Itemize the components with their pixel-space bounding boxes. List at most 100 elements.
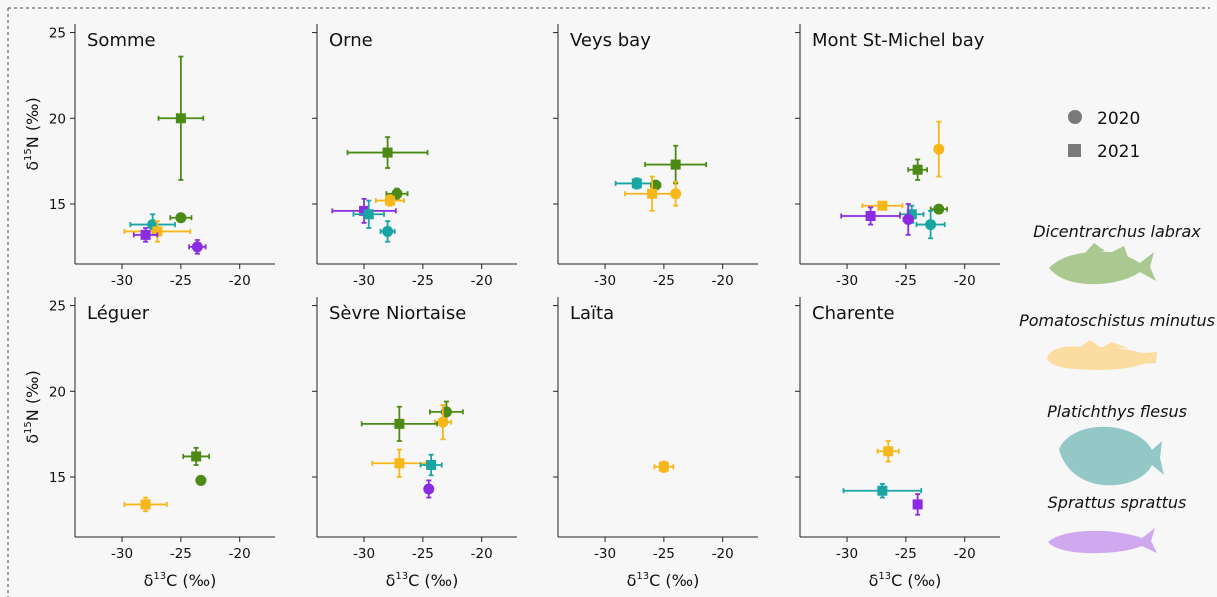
species-label: Dicentrarchus labrax [1033, 222, 1201, 241]
x-axis-label-superscript: 13 [153, 571, 166, 582]
data-point-pomatoschistus-2021 [123, 496, 168, 513]
fish-silhouette-seabass-icon [1049, 243, 1156, 285]
marker-square [912, 164, 923, 175]
data-point-pomatoschistus-2020 [933, 120, 945, 178]
marker-square [191, 451, 202, 462]
marker-square [877, 200, 888, 211]
fish-body [1059, 426, 1164, 486]
marker-square [175, 113, 186, 124]
marker-square [363, 209, 374, 220]
legend-label-2021: 2021 [1097, 142, 1140, 162]
panel-title: Veys bay [570, 30, 651, 51]
x-tick-label: -30 [594, 273, 616, 289]
x-axis-label: δ13C (‰) [627, 571, 700, 590]
x-tick-label: -20 [229, 546, 251, 562]
marker-circle [382, 225, 394, 237]
data-point-sprattus-2020 [902, 203, 914, 236]
data-point-sprattus-2020 [188, 239, 207, 255]
data-point-dicentrarchus-2021 [182, 446, 211, 466]
marker-circle [933, 143, 945, 155]
data-point-platichthys-2020 [379, 220, 396, 243]
x-tick-label: -25 [653, 273, 675, 289]
marker-circle [195, 474, 207, 486]
data-point-dicentrarchus-2021 [644, 144, 708, 185]
x-tick-label: -25 [895, 546, 917, 562]
data-point-pomatoschistus-2021 [374, 194, 405, 207]
species-label: Pomatoschistus minutus [1019, 311, 1215, 330]
marker-square [140, 229, 151, 240]
data-point-pomatoschistus-2021 [371, 448, 428, 478]
x-tick-label: -20 [471, 546, 493, 562]
data-point-pomatoschistus-2020 [670, 180, 682, 207]
fish-silhouette-flounder-icon [1059, 426, 1164, 486]
data-point-sprattus-2020 [423, 479, 435, 499]
marker-square [670, 159, 681, 170]
marker-circle [670, 188, 682, 200]
panel-title: Orne [329, 30, 373, 51]
y-axis-label-delta: δ [23, 161, 42, 171]
x-tick-label: -30 [353, 273, 375, 289]
y-tick-label: 15 [49, 470, 66, 486]
panel-title: Sèvre Niortaise [329, 303, 466, 324]
y-axis-label: δ15N (‰) [23, 370, 42, 444]
panel-title: Léguer [87, 303, 150, 324]
legend-circle-icon [1068, 110, 1082, 124]
x-axis-label: δ13C (‰) [144, 571, 217, 590]
marker-circle [933, 203, 945, 215]
fish-fin [1085, 243, 1128, 257]
x-tick-label: -25 [653, 546, 675, 562]
data-point-pomatoschistus-2021 [861, 200, 904, 211]
data-point-pomatoschistus-2021 [876, 440, 900, 463]
species-label: Sprattus sprattus [1048, 493, 1187, 512]
fish-silhouette-sprat-icon [1048, 528, 1157, 554]
x-axis-label-delta: δ [869, 571, 879, 590]
x-axis-label: δ13C (‰) [386, 571, 459, 590]
x-tick-label: -20 [954, 546, 976, 562]
panel-title: Charente [812, 303, 895, 324]
panel-mont-st-michel-bay: Mont St-Michel bay -30 -25 -20 [795, 24, 1000, 289]
x-tick-label: -20 [712, 546, 734, 562]
x-axis-label-delta: δ [627, 571, 637, 590]
x-tick-label: -30 [836, 546, 858, 562]
x-tick-label: -25 [170, 546, 192, 562]
panel-la-ta: Laïta -30 -25 -20 δ13C (‰) [553, 297, 758, 590]
x-tick-label: -25 [895, 273, 917, 289]
x-tick-label: -30 [836, 273, 858, 289]
marker-square [384, 195, 395, 206]
fish-silhouette-goby-icon [1047, 340, 1157, 370]
x-axis-label: δ13C (‰) [869, 571, 942, 590]
y-tick-label: 25 [49, 299, 66, 315]
marker-square [865, 211, 876, 221]
data-point-platichthys-2021 [352, 199, 385, 229]
y-axis-label-unit: N (‰) [23, 97, 42, 148]
y-axis-label-superscript: 15 [23, 148, 34, 161]
y-axis-label-unit: N (‰) [23, 370, 42, 421]
marker-square [883, 446, 894, 457]
panel-orne: Orne -30 -25 -20 [312, 24, 517, 289]
data-point-dicentrarchus-2021 [907, 158, 928, 181]
x-axis-label-unit: C (‰) [649, 571, 699, 590]
marker-square [877, 485, 888, 496]
y-tick-label: 15 [49, 197, 66, 213]
data-point-sprattus-2021 [840, 206, 901, 226]
panel-title: Mont St-Michel bay [812, 30, 985, 51]
x-tick-label: -30 [353, 546, 375, 562]
data-point-dicentrarchus-2021 [157, 55, 205, 181]
data-point-dicentrarchus-2021 [360, 405, 438, 442]
marker-square [426, 460, 437, 470]
x-tick-label: -25 [412, 273, 434, 289]
data-point-platichthys-2021 [419, 453, 443, 477]
data-point-platichthys-2021 [842, 482, 923, 499]
x-axis-label-unit: C (‰) [408, 571, 458, 590]
marker-square [140, 499, 151, 510]
marker-square [912, 499, 923, 510]
panel-title: Laïta [570, 303, 614, 324]
species-label: Platichthys flesus [1047, 402, 1187, 421]
x-tick-label: -30 [111, 546, 133, 562]
x-tick-label: -20 [471, 273, 493, 289]
x-tick-label: -30 [594, 546, 616, 562]
marker-square [906, 209, 917, 220]
fish-body [1049, 251, 1156, 285]
